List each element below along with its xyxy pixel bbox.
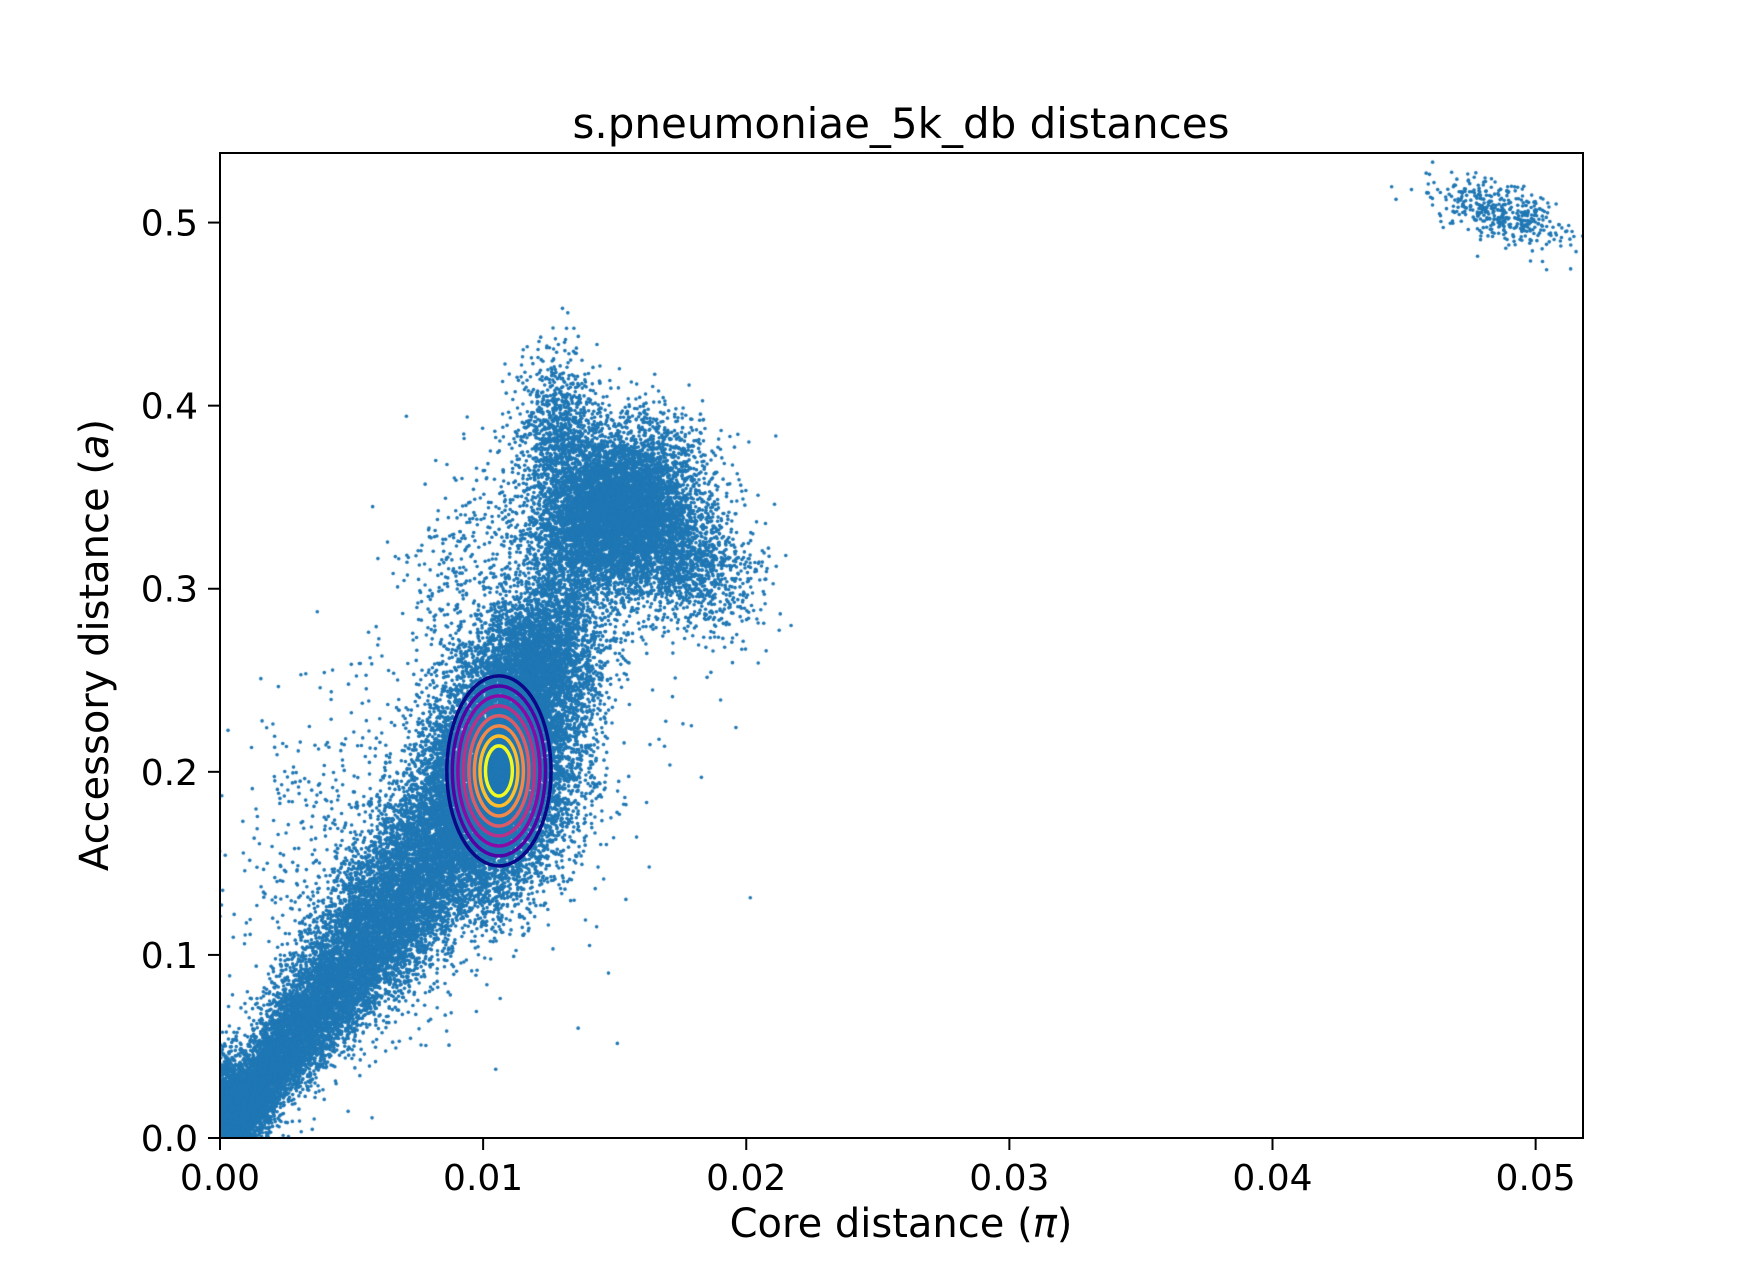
x-axis-label-symbol: π: [1033, 1201, 1058, 1247]
contour-ring: [445, 674, 553, 868]
y-tick-label: 0.1: [141, 936, 198, 977]
contour-ring: [467, 714, 531, 828]
x-tick-label: 0.01: [443, 1158, 523, 1199]
x-tick-label: 0.03: [969, 1158, 1049, 1199]
x-tick-label: 0.02: [706, 1158, 786, 1199]
y-tick-label: 0.3: [141, 570, 198, 611]
plot-title: s.pneumoniae_5k_db distances: [572, 99, 1229, 148]
y-axis-label-close: ): [72, 419, 118, 435]
y-tick-label: 0.0: [141, 1119, 198, 1160]
x-axis-label-close: ): [1057, 1201, 1073, 1247]
x-tick-label: 0.00: [180, 1158, 260, 1199]
y-axis-label-text: Accessory distance (: [72, 459, 118, 871]
y-tick-label: 0.4: [141, 387, 198, 428]
x-tick-label: 0.05: [1496, 1158, 1576, 1199]
x-axis-label: Core distance (π): [730, 1201, 1073, 1247]
density-contours: [445, 674, 553, 868]
contour-ring: [450, 684, 548, 858]
y-axis-label: Accessory distance (a): [72, 419, 118, 871]
contour-ring: [478, 734, 520, 808]
y-axis-label-symbol: a: [72, 435, 118, 460]
contour-ring: [456, 694, 542, 848]
y-tick-label: 0.5: [141, 204, 198, 245]
x-tick-label: 0.04: [1232, 1158, 1312, 1199]
contour-ring: [461, 704, 537, 838]
y-tick-label: 0.2: [141, 753, 198, 794]
axes-frame: [219, 152, 1584, 1139]
x-axis-label-text: Core distance (: [730, 1201, 1033, 1247]
contour-ring: [483, 744, 515, 798]
contour-ring: [472, 724, 526, 818]
axis-ticks: 0.00 0.01 0.02 0.03 0.04 0.05 0.0 0.1 0.2 0.3 0.4 0…: [141, 204, 1576, 1199]
